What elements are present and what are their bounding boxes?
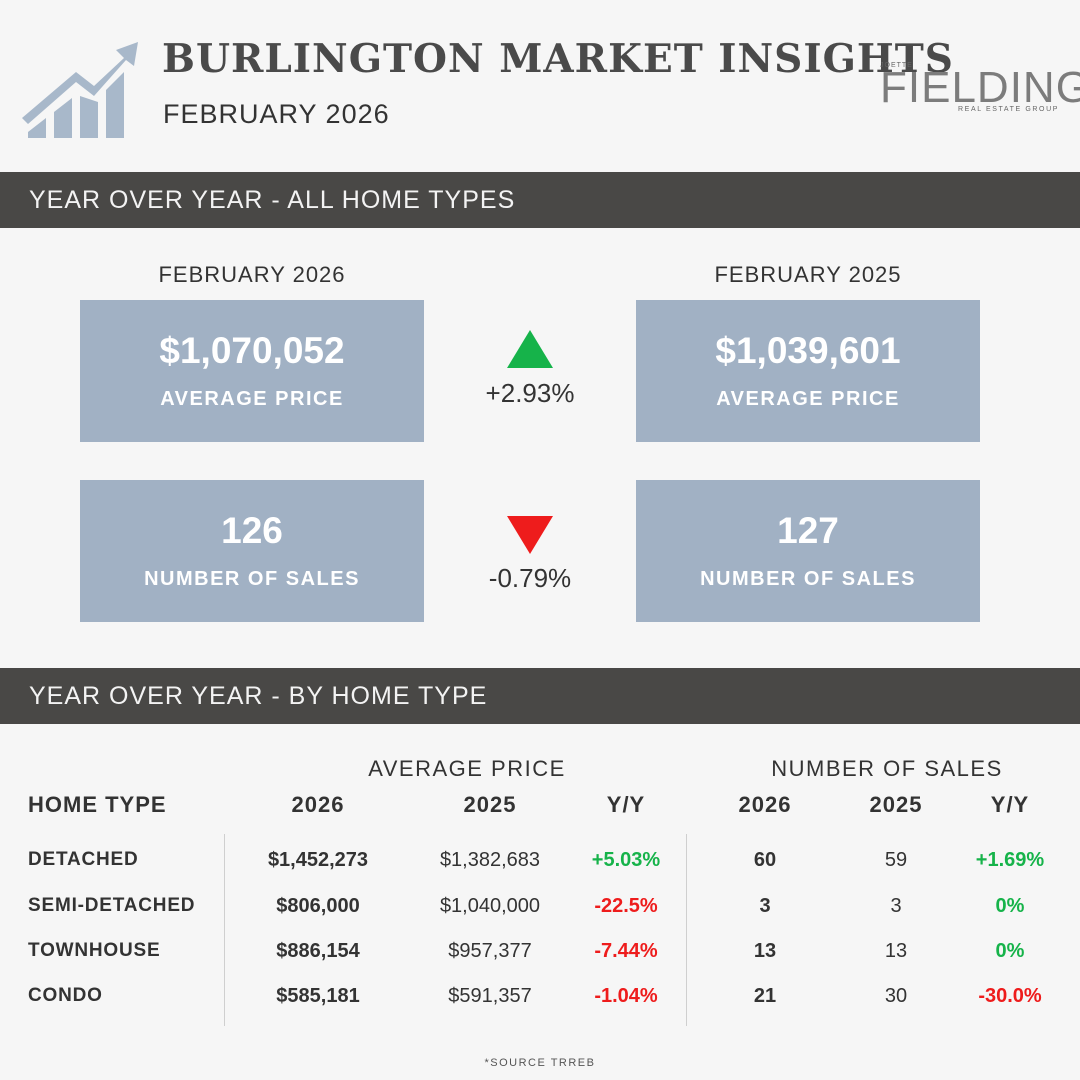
- stat-box-sales-previous: 127 NUMBER OF SALES: [636, 480, 980, 622]
- table-divider: [224, 834, 225, 1026]
- column-header-sales-2025: 2025: [869, 792, 923, 817]
- group-label-price: AVERAGE PRICE: [368, 756, 566, 781]
- home-type-cell: CONDO: [28, 985, 103, 1006]
- home-type-cell: TOWNHOUSE: [28, 940, 161, 961]
- sales-2026-cell: 13: [753, 940, 777, 962]
- page-subtitle: FEBRUARY 2026: [163, 99, 390, 129]
- triangle-up-icon: [507, 330, 553, 368]
- sales-2025-cell: 3: [890, 895, 902, 917]
- stat-value: $1,070,052: [159, 330, 345, 371]
- column-header-price-2025: 2025: [463, 792, 517, 817]
- price-2026-cell: $1,452,273: [267, 849, 369, 871]
- stat-value: $1,039,601: [715, 330, 901, 371]
- stat-box-price-previous: $1,039,601 AVERAGE PRICE: [636, 300, 980, 442]
- price-change: +2.93%: [485, 378, 575, 408]
- stat-value: 127: [777, 510, 839, 551]
- sales-yy-cell: +1.69%: [975, 849, 1045, 871]
- price-2026-cell: $585,181: [276, 985, 360, 1007]
- page-title: BURLINGTON MARKET INSIGHTS: [162, 36, 954, 82]
- price-2025-cell: $957,377: [448, 940, 532, 962]
- section-header-by-type: YEAR OVER YEAR - BY HOME TYPE: [0, 668, 1080, 724]
- price-yy-cell: -22.5%: [594, 895, 658, 917]
- price-2025-cell: $1,382,683: [439, 849, 541, 871]
- stat-box-sales-current: 126 NUMBER OF SALES: [80, 480, 424, 622]
- price-2025-cell: $1,040,000: [439, 895, 541, 917]
- price-2026-cell: $886,154: [276, 940, 360, 962]
- sales-yy-cell: 0%: [995, 895, 1025, 917]
- stat-label: AVERAGE PRICE: [716, 388, 900, 410]
- home-type-cell: DETACHED: [28, 849, 139, 870]
- price-2026-cell: $806,000: [276, 895, 360, 917]
- group-label-sales: NUMBER OF SALES: [771, 756, 1003, 781]
- source-note: *SOURCE TRREB: [484, 1057, 596, 1069]
- column-header-price-2026: 2026: [291, 792, 345, 817]
- home-type-cell: SEMI-DETACHED: [28, 895, 196, 916]
- price-yy-cell: -1.04%: [594, 985, 658, 1007]
- brand-logo-name: FIELDING: [880, 63, 1080, 112]
- stat-label: NUMBER OF SALES: [700, 568, 916, 590]
- stat-box-price-current: $1,070,052 AVERAGE PRICE: [80, 300, 424, 442]
- sales-yy-cell: 0%: [995, 940, 1025, 962]
- sales-change: -0.79%: [488, 563, 572, 593]
- brand-logo-sub: REAL ESTATE GROUP: [958, 106, 1059, 113]
- brand-logo-top: JOETTE: [880, 62, 913, 69]
- triangle-down-icon: [507, 516, 553, 554]
- sales-2025-cell: 59: [884, 849, 908, 871]
- sales-2025-cell: 13: [884, 940, 908, 962]
- period-current: FEBRUARY 2026: [158, 262, 346, 287]
- period-previous: FEBRUARY 2025: [714, 262, 902, 287]
- stat-label: NUMBER OF SALES: [144, 568, 360, 590]
- table-divider: [686, 834, 687, 1026]
- growth-chart-arrow-icon: [22, 42, 138, 138]
- sales-2025-cell: 30: [884, 985, 908, 1007]
- sales-yy-cell: -30.0%: [978, 985, 1042, 1007]
- price-yy-cell: -7.44%: [594, 940, 658, 962]
- column-header-price-yy: Y/Y: [606, 792, 646, 817]
- column-header-home-type: HOME TYPE: [28, 792, 167, 817]
- stat-value: 126: [221, 510, 283, 551]
- price-2025-cell: $591,357: [448, 985, 532, 1007]
- section-header-all-types: YEAR OVER YEAR - ALL HOME TYPES: [0, 172, 1080, 228]
- brand-logo: JOETTE FIELDING REAL ESTATE GROUP: [878, 60, 1080, 120]
- column-header-sales-2026: 2026: [738, 792, 792, 817]
- price-yy-cell: +5.03%: [591, 849, 661, 871]
- column-header-sales-yy: Y/Y: [990, 792, 1030, 817]
- stat-label: AVERAGE PRICE: [160, 388, 344, 410]
- sales-2026-cell: 3: [759, 895, 771, 917]
- sales-2026-cell: 60: [753, 849, 777, 871]
- sales-2026-cell: 21: [753, 985, 777, 1007]
